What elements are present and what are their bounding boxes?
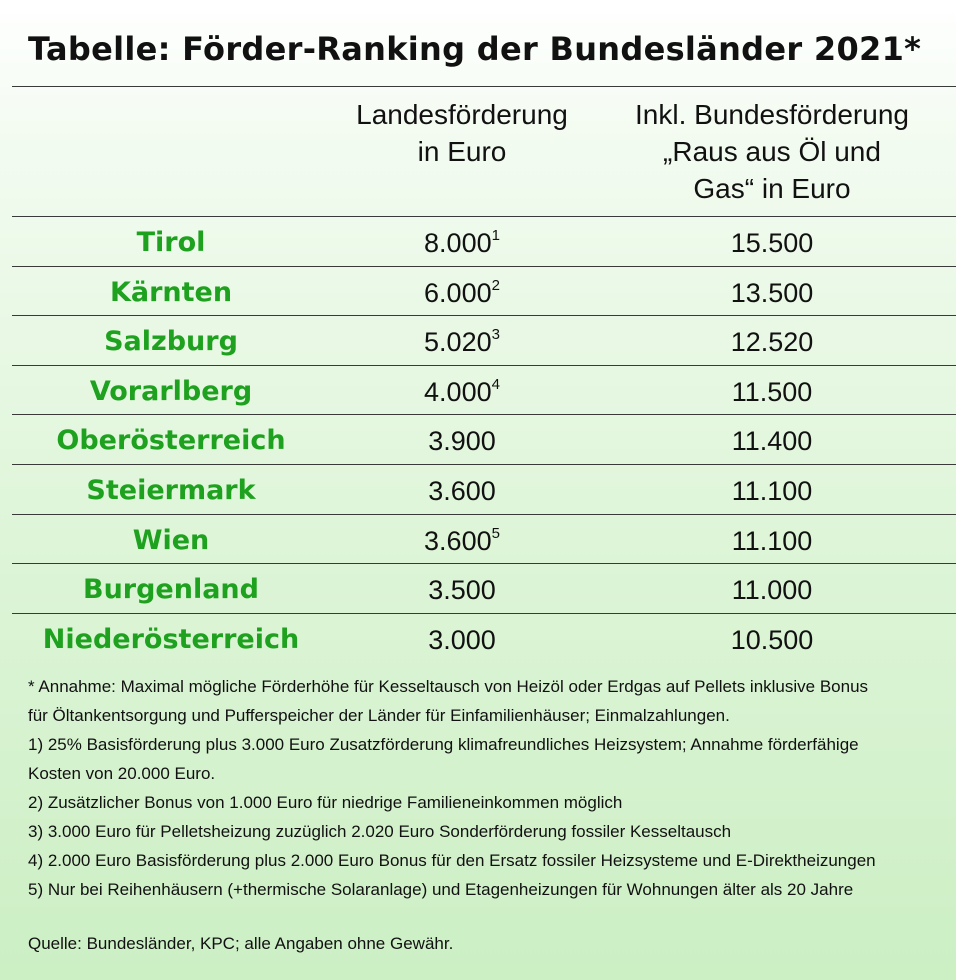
footnote-marker: 1 [491,227,500,244]
state-name: Vorarlberg [89,375,253,407]
landesfoerderung-value: 3.900 [428,426,496,457]
state-name: Salzburg [104,326,238,358]
landesfoerderung-value: 5.020 [424,327,492,358]
gesamtfoerderung-value: 11.100 [731,525,813,556]
landesfoerderung-cell: 8.0001 [342,216,582,266]
landesfoerderung-value: 3.000 [428,624,496,655]
footnote-marker: 5 [491,524,500,542]
gesamtfoerderung-value: 10.500 [730,624,814,655]
landesfoerderung-cell: 3.900 [342,414,582,464]
table-row: Kärnten 6.0002 13.500 [12,266,956,316]
table-header: Landesförderung in Euro Inkl. Bundesförd… [12,86,956,216]
landesfoerderung-cell: 3.500 [342,563,582,613]
state-name: Wien [132,524,210,556]
footnote-line: 1) 25% Basisförderung plus 3.000 Euro Zu… [28,735,859,754]
state-name: Kärnten [109,276,233,308]
header-col2-line: Landesförderung [356,99,568,130]
table-row: Tirol 8.0001 15.500 [12,216,956,266]
page-title: Tabelle: Förder-Ranking der Bundesländer… [28,30,922,68]
footnote-line: 5) Nur bei Reihenhäusern (+thermische So… [28,880,854,899]
table-row: Vorarlberg 4.0004 11.500 [12,365,956,415]
landesfoerderung-cell: 3.000 [342,613,582,663]
state-name: Oberösterreich [56,425,286,457]
landesfoerderung-value: 8.000 [424,228,492,258]
footnote-line: für Öltankentsorgung und Pufferspeicher … [28,706,730,725]
row-rule [12,265,956,267]
header-col3-line: Inkl. Bundesförderung [635,99,909,130]
landesfoerderung-value: 3.600 [428,476,496,506]
landesfoerderung-value: 3.500 [428,575,496,606]
footnote-line: 2) Zusätzlicher Bonus von 1.000 Euro für… [28,793,623,812]
table-row: Salzburg 5.0203 12.520 [12,315,956,365]
header-col3-line: Gas“ in Euro [693,173,851,204]
state-name: Burgenland [82,574,259,606]
row-rule [12,464,956,465]
footnote-line: Kosten von 20.000 Euro. [28,764,216,783]
source-note: Quelle: Bundesländer, KPC; alle Angaben … [28,934,454,953]
row-rule [12,414,956,416]
gesamtfoerderung-value: 12.520 [730,327,814,358]
header-rule [12,216,956,217]
header-landesfoerderung: Landesförderung in Euro [342,96,582,170]
landesfoerderung-cell: 3.6005 [342,514,582,564]
footnote-line: 4) 2.000 Euro Basisförderung plus 2.000 … [28,851,876,870]
table-row: Niederösterreich 3.000 10.500 [12,613,956,663]
landesfoerderung-value: 3.600 [424,525,492,556]
landesfoerderung-cell: 4.0004 [342,365,582,415]
table-row: Steiermark 3.600 11.100 [12,464,956,514]
header-col2-line: in Euro [417,136,507,167]
landesfoerderung-cell: 6.0002 [342,266,582,316]
footnote-line: * Annahme: Maximal mögliche Förderhöhe f… [28,677,869,696]
state-name: Steiermark [86,475,256,506]
row-rule [12,315,956,317]
landesfoerderung-cell: 5.0203 [342,315,582,365]
table-row: Burgenland 3.500 11.000 [12,563,956,613]
footnote-marker: 3 [491,326,500,344]
table-row: Wien 3.6005 11.100 [12,514,956,564]
row-rule [12,364,956,366]
gesamtfoerderung-value: 11.000 [731,575,813,606]
gesamtfoerderung-value: 11.500 [731,376,813,407]
header-col3-line: „Raus aus Öl und [663,136,881,167]
gesamtfoerderung-value: 11.100 [731,476,813,506]
footnotes: * Annahme: Maximal mögliche Förderhöhe f… [28,672,928,904]
state-name: Tirol [136,227,206,258]
header-bundesfoerderung: Inkl. Bundesförderung „Raus aus Öl und G… [612,96,932,207]
state-name: Niederösterreich [42,623,300,655]
gesamtfoerderung-value: 13.500 [730,277,814,308]
row-rule [12,612,956,614]
table-top-rule [12,86,956,87]
row-rule [12,563,956,565]
table-row: Oberösterreich 3.900 11.400 [12,414,956,464]
landesfoerderung-value: 6.000 [424,277,492,308]
gesamtfoerderung-value: 11.400 [731,426,813,457]
row-rule [12,513,956,515]
landesfoerderung-cell: 3.600 [342,464,582,514]
gesamtfoerderung-value: 15.500 [730,228,814,258]
footnote-marker: 4 [491,375,500,393]
footnote-marker: 2 [491,276,500,294]
footnote-line: 3) 3.000 Euro für Pelletsheizung zuzügli… [28,822,732,841]
landesfoerderung-value: 4.000 [424,376,492,407]
